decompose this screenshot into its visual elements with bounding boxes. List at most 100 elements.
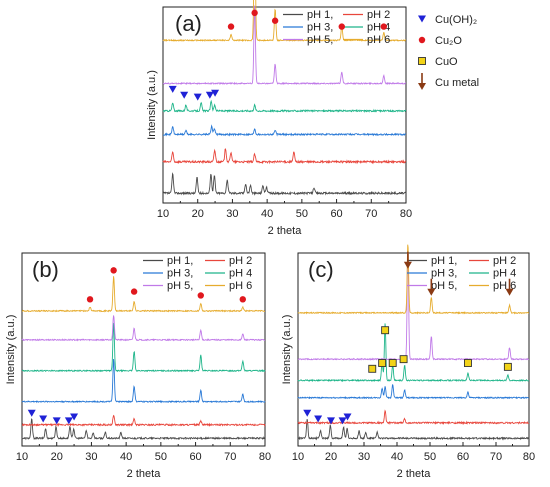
cu_metal-marker	[505, 278, 514, 296]
legend-entry: pH 3,	[167, 268, 193, 280]
cuo-marker	[381, 326, 390, 335]
x-tick-label: 10	[157, 208, 169, 220]
x-tick-label: 50	[155, 451, 167, 463]
x-axis-label: 2 theta	[268, 225, 303, 237]
cuo-marker	[399, 355, 408, 364]
legend-entry: pH 5,	[307, 34, 333, 46]
cuoh2-marker	[39, 415, 48, 423]
x-tick-label: 70	[365, 208, 377, 220]
x-tick-label: 80	[259, 451, 271, 463]
series-line-4	[297, 323, 530, 383]
cu2o-marker	[239, 296, 246, 303]
cu2o-legend-marker	[418, 36, 426, 44]
legend-entry: pH 5,	[167, 280, 193, 292]
x-tick-label: 30	[358, 451, 370, 463]
panel-label: (c)	[308, 257, 334, 282]
x-tick-label: 20	[192, 208, 204, 220]
series-line-5	[21, 315, 266, 342]
cu2o-marker	[227, 23, 235, 30]
x-tick-label: 40	[391, 451, 403, 463]
cuo-legend-marker	[418, 57, 426, 65]
y-axis-label: Intensity (a.u.)	[146, 70, 158, 140]
cuo-marker	[378, 359, 387, 367]
symbol-legend-label: Cu₂O	[435, 35, 462, 47]
cu2o-marker	[130, 288, 138, 295]
cu2o-marker	[110, 267, 117, 274]
cuoh2-marker	[193, 93, 202, 101]
x-tick-label: 60	[189, 451, 201, 463]
series-line-2	[21, 414, 266, 428]
legend-entry: pH 6	[367, 34, 390, 46]
legend-entry: pH 4	[493, 268, 516, 280]
legend-entry: pH 4	[229, 268, 252, 280]
cuo-marker	[388, 359, 397, 367]
cu_metal-marker	[427, 278, 436, 296]
x-tick-label: 10	[16, 451, 28, 463]
cuoh2-marker	[303, 409, 312, 417]
cuoh2-marker	[211, 89, 220, 97]
x-tick-label: 80	[523, 451, 535, 463]
series-line-5	[297, 250, 530, 361]
cu_metal-marker	[403, 251, 412, 269]
series-line-6	[21, 276, 265, 313]
x-tick-label: 70	[490, 451, 502, 463]
series-line-6	[297, 244, 530, 315]
cuo-marker	[368, 364, 377, 373]
series-line-1	[162, 172, 407, 196]
phase-symbol-legend: Cu(OH)₂ Cu₂O CuO Cu metal	[418, 14, 479, 90]
x-tick-label: 30	[85, 451, 97, 463]
legend-entry: pH 1,	[431, 255, 457, 267]
legend-entry: pH 1,	[167, 255, 193, 267]
x-tick-label: 60	[457, 451, 469, 463]
x-tick-label: 20	[325, 451, 337, 463]
series-line-5	[162, 5, 407, 86]
series-line-3	[21, 358, 266, 404]
x-tick-label: 10	[292, 451, 304, 463]
x-axis-label: 2 theta	[127, 468, 162, 480]
panel-c: (c) 10 20 30 40 50 60 70 80 2 theta Intensity (a.u…	[281, 244, 535, 480]
cuoh2-marker	[64, 417, 73, 425]
cu2o-marker	[271, 17, 279, 24]
cu_metal-legend-marker	[418, 73, 426, 90]
cuoh2-marker	[343, 413, 352, 421]
x-tick-label: 70	[224, 451, 236, 463]
cu2o-marker	[338, 23, 345, 30]
x-tick-label: 60	[330, 208, 342, 220]
panel-b: (b) 10 20 30 40 50 60 70 80 2 theta Intensity (a.u…	[5, 252, 271, 480]
cuoh2-marker	[180, 91, 189, 99]
x-tick-label: 50	[296, 208, 308, 220]
symbol-legend-label: Cu(OH)₂	[435, 14, 477, 26]
x-axis-label: 2 theta	[397, 468, 432, 480]
cuoh2-legend-marker	[418, 15, 426, 23]
symbol-legend-label: Cu metal	[435, 77, 479, 89]
cuoh2-marker	[327, 417, 335, 425]
series-line-2	[162, 148, 407, 165]
legend-entry: pH 2	[493, 255, 516, 267]
cuoh2-marker	[314, 415, 323, 423]
x-tick-label: 80	[400, 208, 412, 220]
series-line-1	[297, 419, 530, 441]
legend-entry: pH 6	[493, 280, 516, 292]
legend-entry: pH 5,	[431, 280, 457, 292]
series-line-3	[297, 384, 530, 400]
series-line-3	[162, 124, 407, 137]
cuoh2-marker	[52, 417, 61, 425]
y-axis-label: Intensity (a.u.)	[281, 315, 293, 385]
cuo-marker	[464, 359, 472, 367]
cu2o-marker	[86, 296, 94, 303]
legend-entry: pH 2	[367, 9, 390, 21]
legend-entry: pH 2	[229, 255, 252, 267]
x-tick-label: 40	[120, 451, 132, 463]
symbol-legend-label: CuO	[435, 56, 458, 68]
cuoh2-marker	[27, 409, 36, 417]
x-tick-label: 30	[226, 208, 238, 220]
cuoh2-marker	[70, 413, 79, 421]
series-line-4	[21, 322, 266, 373]
cu2o-marker	[197, 292, 204, 299]
panel-a: (a) 10 20 30 40 50 60 70 80 2 theta Intensity (a.u…	[146, 0, 412, 237]
x-tick-label: 50	[424, 451, 436, 463]
y-axis-label: Intensity (a.u.)	[5, 315, 17, 385]
legend-entry: pH 3,	[431, 268, 457, 280]
cuoh2-marker	[205, 91, 214, 99]
